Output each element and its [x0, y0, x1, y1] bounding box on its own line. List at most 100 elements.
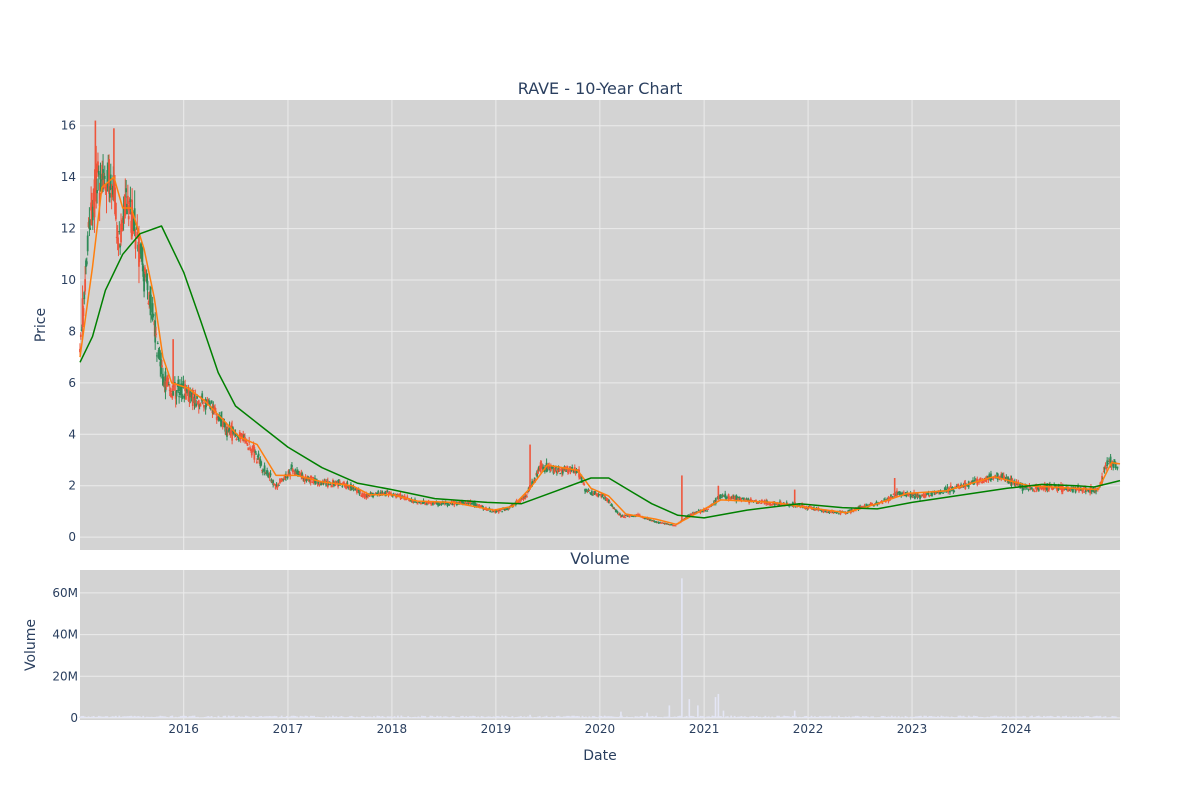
candle-body[interactable] — [138, 251, 141, 259]
candle-body[interactable] — [235, 439, 238, 441]
candle-body[interactable] — [1027, 488, 1030, 491]
candle-body[interactable] — [594, 491, 597, 495]
candle-body[interactable] — [1013, 480, 1015, 482]
candle-body[interactable] — [418, 501, 421, 503]
candle-body[interactable] — [293, 472, 296, 475]
candle-body[interactable] — [614, 508, 616, 510]
candle-body[interactable] — [1084, 487, 1087, 493]
candle-body[interactable] — [1052, 486, 1055, 489]
candle-body[interactable] — [301, 473, 304, 476]
candle-body[interactable] — [1026, 486, 1029, 488]
candle-body[interactable] — [86, 235, 89, 252]
candle-body[interactable] — [1046, 485, 1049, 491]
candle-body[interactable] — [467, 503, 470, 505]
candle-body[interactable] — [972, 482, 975, 485]
candle-body[interactable] — [282, 478, 285, 481]
candle-body[interactable] — [369, 492, 372, 494]
candle-body[interactable] — [767, 503, 769, 506]
candle-body[interactable] — [256, 456, 259, 458]
candle-body[interactable] — [126, 195, 129, 205]
candle-body[interactable] — [363, 494, 366, 498]
candle-body[interactable] — [179, 383, 181, 392]
candle-body[interactable] — [415, 502, 418, 504]
candle-body[interactable] — [352, 485, 355, 490]
candle-body[interactable] — [145, 274, 148, 282]
candle-body[interactable] — [469, 500, 472, 504]
candle-body[interactable] — [623, 515, 626, 518]
candle-body[interactable] — [116, 231, 119, 241]
candle-body[interactable] — [725, 497, 727, 500]
candle-body[interactable] — [1107, 463, 1109, 465]
volume-bars[interactable] — [79, 578, 1119, 718]
candle-body[interactable] — [595, 493, 598, 496]
candle-body[interactable] — [202, 402, 204, 404]
candle-body[interactable] — [518, 500, 521, 502]
candle-body[interactable] — [97, 171, 100, 175]
candle-body[interactable] — [1109, 456, 1112, 468]
candle-body[interactable] — [189, 391, 192, 398]
candle-body[interactable] — [1103, 466, 1106, 470]
candle-body[interactable] — [624, 517, 627, 519]
candle-body[interactable] — [114, 187, 116, 214]
candle-body[interactable] — [650, 520, 653, 522]
volume-bar-spike[interactable] — [529, 714, 531, 718]
candle-body[interactable] — [437, 502, 439, 506]
candle-body[interactable] — [997, 475, 1000, 478]
candle-body[interactable] — [136, 231, 139, 238]
candle-body[interactable] — [644, 517, 647, 519]
candle-body[interactable] — [91, 206, 94, 221]
candle-body[interactable] — [250, 449, 252, 452]
candle-body[interactable] — [183, 395, 186, 399]
candle-body[interactable] — [890, 494, 892, 496]
candle-body[interactable] — [936, 491, 939, 494]
candle-body[interactable] — [550, 466, 553, 469]
candle-body[interactable] — [602, 497, 605, 499]
candle-body[interactable] — [196, 395, 198, 399]
candle-body[interactable] — [194, 398, 197, 404]
candle-body[interactable] — [151, 303, 154, 321]
candle-body[interactable] — [93, 179, 96, 218]
candle-body[interactable] — [185, 389, 187, 400]
candle-body[interactable] — [982, 482, 985, 484]
volume-bar-spike[interactable] — [717, 693, 720, 718]
candle-body[interactable] — [578, 469, 580, 478]
volume-bar-spike[interactable] — [793, 710, 796, 718]
candle-body[interactable] — [565, 470, 568, 472]
candle-body[interactable] — [717, 498, 720, 500]
candle-body[interactable] — [208, 402, 211, 408]
candle-body[interactable] — [204, 405, 207, 410]
candle-body[interactable] — [1047, 490, 1050, 492]
candle-body[interactable] — [1110, 464, 1113, 466]
candle-body[interactable] — [610, 503, 613, 505]
candle-body[interactable] — [861, 506, 864, 508]
candle-body[interactable] — [102, 169, 104, 180]
candle-body[interactable] — [601, 495, 604, 497]
candle-body[interactable] — [138, 233, 140, 267]
candle-body[interactable] — [1031, 487, 1033, 489]
candle-body[interactable] — [649, 519, 652, 521]
volume-bar-spike[interactable] — [697, 705, 699, 718]
candle-body[interactable] — [82, 308, 85, 317]
candle-body[interactable] — [757, 501, 760, 504]
candle-body[interactable] — [104, 186, 107, 191]
candle-body[interactable] — [739, 497, 742, 501]
candle-body[interactable] — [338, 479, 340, 486]
candle-body[interactable] — [571, 467, 574, 470]
candle-body[interactable] — [254, 451, 257, 453]
candle-body[interactable] — [281, 479, 284, 481]
candle-body[interactable] — [567, 468, 570, 473]
candle-body[interactable] — [1104, 464, 1107, 468]
candle-body[interactable] — [270, 479, 273, 483]
candle-body[interactable] — [354, 489, 357, 491]
candle-body[interactable] — [357, 489, 360, 491]
candle-body[interactable] — [923, 496, 926, 498]
candle-body[interactable] — [191, 394, 194, 407]
candle-body[interactable] — [949, 490, 951, 493]
candle-body[interactable] — [1002, 475, 1005, 478]
candle-body[interactable] — [499, 510, 502, 512]
candle-body[interactable] — [1112, 462, 1115, 468]
candle-body[interactable] — [1031, 489, 1034, 491]
candle-body[interactable] — [785, 502, 788, 504]
candle-body[interactable] — [327, 484, 330, 486]
candle-body[interactable] — [97, 161, 99, 173]
